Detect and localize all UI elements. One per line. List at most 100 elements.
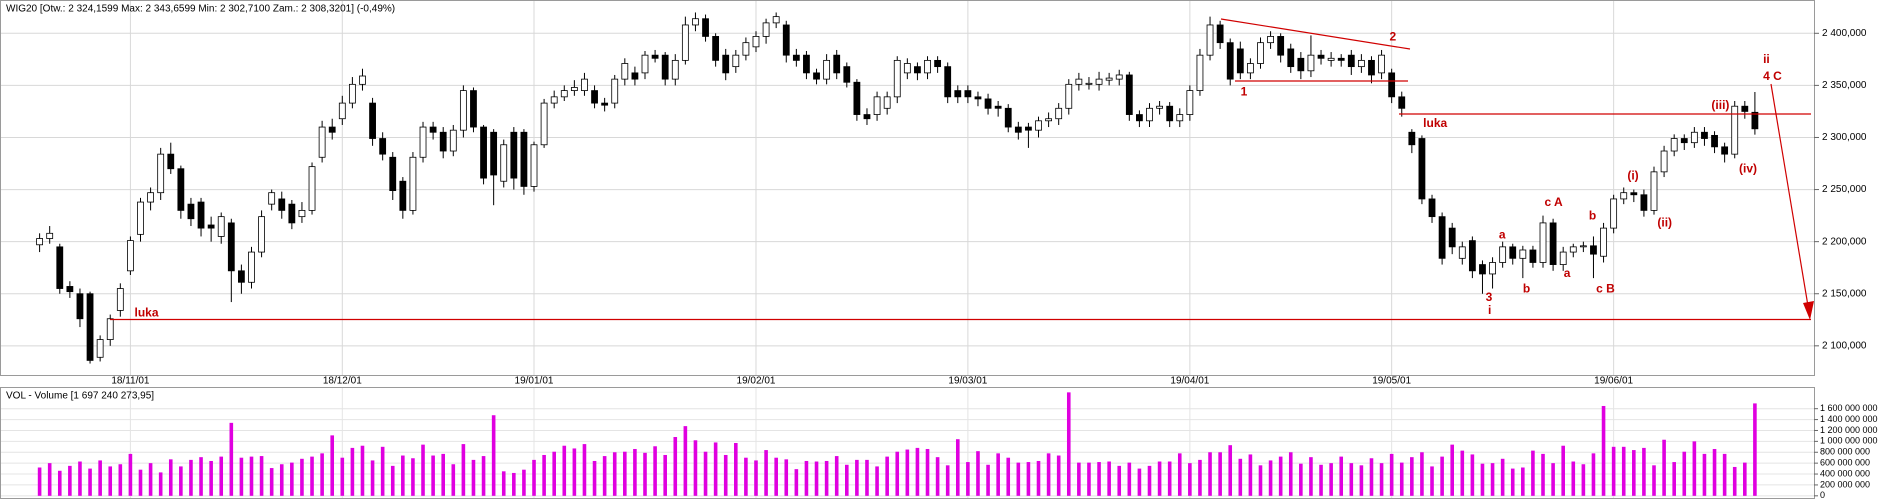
volume-bar bbox=[713, 442, 718, 496]
volume-bar bbox=[1642, 447, 1646, 496]
candle-body bbox=[288, 203, 296, 224]
volume-bar bbox=[1702, 453, 1707, 496]
volume-bar bbox=[1087, 462, 1091, 496]
candle-body bbox=[792, 54, 800, 61]
volume-bar bbox=[138, 469, 143, 496]
candle-body bbox=[227, 222, 235, 272]
annotation: 2 bbox=[1390, 29, 1397, 43]
volume-bar bbox=[1066, 392, 1071, 496]
volume-bar bbox=[1339, 456, 1344, 496]
x-tick-label: 19/04/01 bbox=[1170, 376, 1209, 387]
volume-bar bbox=[734, 443, 738, 496]
candle-body bbox=[651, 54, 659, 59]
annotation: c B bbox=[1596, 282, 1615, 296]
candle-body bbox=[1539, 222, 1547, 263]
volume-bar bbox=[1369, 458, 1374, 496]
volume-bar bbox=[1208, 452, 1212, 496]
volume-bar bbox=[269, 468, 274, 496]
candle-body bbox=[248, 251, 255, 283]
volume-bar bbox=[1753, 403, 1757, 496]
arrow-head bbox=[1803, 301, 1814, 320]
candle-body bbox=[1216, 24, 1224, 44]
candle-body bbox=[1468, 240, 1476, 272]
volume-bar bbox=[1632, 450, 1636, 496]
volume-bar bbox=[259, 456, 264, 496]
candle-body bbox=[803, 54, 810, 74]
candle-body bbox=[621, 63, 629, 80]
volume-bar bbox=[633, 448, 637, 496]
candle-body bbox=[1267, 36, 1274, 44]
volume-bar bbox=[310, 456, 314, 496]
y-tick-label: 2 150,000 bbox=[1822, 288, 1867, 299]
volume-bar bbox=[1722, 453, 1727, 496]
candle-body bbox=[530, 144, 538, 187]
volume-bar bbox=[300, 458, 304, 496]
candle-body bbox=[1125, 74, 1133, 115]
volume-bar bbox=[855, 459, 859, 496]
volume-bar bbox=[572, 448, 577, 496]
candle-body bbox=[1196, 54, 1204, 91]
candle-body bbox=[1136, 114, 1143, 122]
candle-body bbox=[732, 54, 740, 68]
x-tick-label: 18/11/01 bbox=[111, 376, 150, 387]
volume-bar bbox=[148, 463, 153, 496]
volume-bar bbox=[1167, 461, 1172, 496]
x-tick-label: 18/12/01 bbox=[323, 376, 362, 387]
candle-body bbox=[106, 318, 114, 340]
volume-bar bbox=[471, 459, 476, 496]
candle-body bbox=[742, 42, 750, 56]
candle-body bbox=[1247, 63, 1254, 74]
volume-bar bbox=[441, 453, 445, 496]
annotation: b bbox=[1523, 282, 1530, 296]
volume-bar bbox=[1571, 461, 1576, 496]
volume-bar bbox=[431, 455, 435, 496]
volume-bar bbox=[986, 464, 990, 496]
volume-bar bbox=[1510, 468, 1515, 496]
volume-bar bbox=[249, 456, 254, 496]
candle-body bbox=[1499, 246, 1507, 263]
volume-bar bbox=[37, 467, 42, 496]
annotation: a bbox=[1564, 266, 1571, 280]
candle-body bbox=[1095, 78, 1103, 85]
volume-bar bbox=[723, 454, 728, 496]
candle-body bbox=[1004, 107, 1012, 128]
volume-bar bbox=[320, 453, 324, 496]
volume-bar bbox=[1581, 464, 1586, 496]
volume-bar bbox=[1117, 465, 1122, 496]
candle-body bbox=[752, 36, 760, 48]
volume-bar bbox=[1732, 466, 1737, 496]
candle-body bbox=[1640, 194, 1648, 211]
volume-bar bbox=[78, 461, 82, 496]
volume-bar bbox=[229, 422, 234, 496]
volume-bar bbox=[340, 457, 345, 496]
trend-lines bbox=[110, 18, 1811, 321]
candle-body bbox=[46, 232, 54, 239]
candle-body bbox=[1398, 96, 1406, 109]
candle-body bbox=[490, 131, 498, 176]
volume-bar bbox=[290, 462, 294, 496]
annotation: luka bbox=[135, 306, 159, 320]
candle-body bbox=[1035, 120, 1042, 131]
candle-body bbox=[1721, 146, 1729, 155]
volume-bar bbox=[1692, 441, 1697, 496]
volume-bar bbox=[643, 452, 647, 496]
candle-body bbox=[1085, 82, 1093, 85]
candle-body bbox=[823, 59, 831, 80]
volume-bar bbox=[885, 456, 889, 496]
volume-bar bbox=[976, 451, 980, 496]
volume-bar bbox=[158, 472, 163, 496]
volume-bar bbox=[794, 469, 799, 496]
candle-body bbox=[934, 59, 942, 68]
candle-body bbox=[1166, 105, 1174, 122]
candle-body bbox=[197, 201, 205, 229]
candle-body bbox=[873, 96, 881, 115]
candle-body bbox=[217, 216, 225, 237]
candle-body bbox=[984, 98, 992, 109]
volume-bar bbox=[1329, 463, 1333, 496]
volume-bar bbox=[512, 472, 516, 496]
volume-bar bbox=[1278, 456, 1283, 496]
candle-body bbox=[1590, 245, 1597, 255]
candle-body bbox=[1347, 54, 1355, 68]
candle-body bbox=[338, 102, 346, 120]
volume-bar bbox=[1359, 465, 1364, 496]
